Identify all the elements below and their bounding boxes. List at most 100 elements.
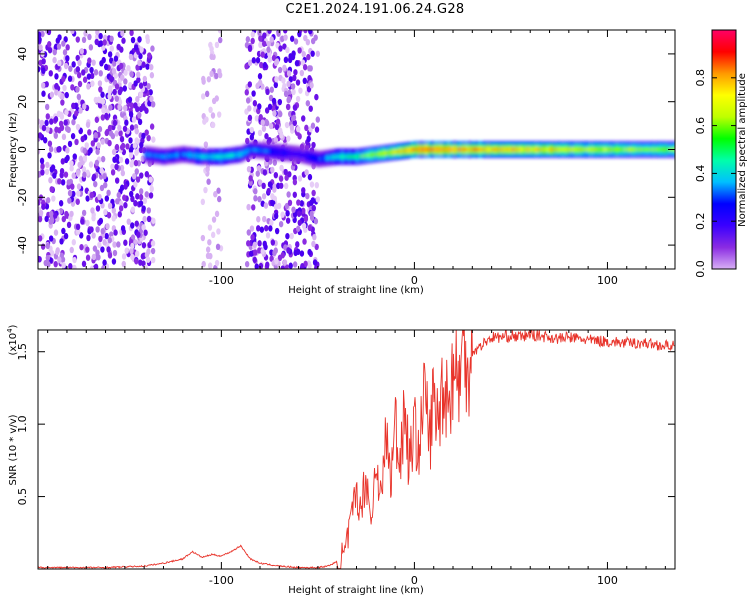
noise-blob	[119, 184, 125, 191]
signal-cell	[608, 148, 610, 151]
signal-cell	[311, 156, 313, 159]
noise-blob	[302, 238, 307, 245]
signal-cell	[343, 155, 346, 158]
noise-blob	[123, 202, 128, 209]
noise-blob	[279, 164, 284, 172]
noise-blob	[130, 222, 135, 229]
signal-cell	[597, 148, 600, 151]
noise-blob	[55, 37, 61, 44]
signal-cell	[586, 148, 588, 151]
signal-cell	[467, 148, 469, 151]
noise-blob	[206, 178, 211, 185]
signal-cell	[620, 148, 623, 151]
signal-cell	[375, 153, 378, 156]
signal-cell	[188, 153, 190, 157]
noise-blob	[107, 51, 113, 58]
heatmap-ytick-label: -40	[16, 236, 29, 254]
noise-blob	[66, 126, 71, 134]
noise-blob	[138, 200, 144, 207]
noise-blob	[40, 243, 46, 250]
noise-blob	[264, 118, 269, 126]
heatmap-ytick-label: 0	[16, 146, 29, 153]
noise-blob	[120, 169, 126, 177]
noise-blob	[59, 167, 65, 175]
noise-blob	[85, 121, 91, 128]
noise-blob	[94, 159, 100, 167]
heatmap-ytick-label: 20	[16, 95, 29, 109]
signal-cell	[164, 155, 166, 158]
noise-blob	[303, 260, 308, 268]
noise-blob	[151, 136, 156, 143]
noise-blob	[252, 100, 258, 107]
noise-blob	[71, 118, 76, 126]
signal-cell	[625, 148, 628, 151]
noise-blob	[44, 168, 50, 175]
signal-cell	[406, 149, 408, 152]
noise-blob	[134, 250, 140, 258]
noise-blob	[91, 59, 96, 66]
noise-blob	[119, 136, 125, 143]
signal-cell	[371, 153, 374, 156]
signal-cell	[185, 153, 187, 156]
signal-cell	[320, 157, 323, 160]
signal-cell	[573, 148, 575, 151]
noise-blob	[133, 159, 139, 167]
signal-cell	[180, 153, 183, 156]
noise-blob	[277, 66, 283, 74]
noise-blob	[133, 80, 138, 87]
signal-cell	[604, 148, 606, 151]
signal-cell	[438, 148, 440, 151]
signal-cell	[218, 155, 220, 158]
signal-cell	[602, 148, 604, 151]
noise-blob	[123, 69, 128, 76]
noise-blob	[146, 134, 151, 142]
noise-blob	[147, 52, 152, 59]
noise-blob	[79, 243, 84, 251]
signal-cell	[495, 148, 497, 151]
signal-cell	[165, 155, 167, 158]
signal-cell	[245, 150, 247, 154]
noise-blob	[258, 262, 264, 269]
signal-cell	[370, 153, 373, 157]
noise-blob	[252, 256, 257, 264]
signal-cell	[561, 148, 563, 151]
noise-blob	[103, 181, 108, 189]
snr-ylabel: SNR (10 * v/v)	[8, 414, 19, 485]
noise-blob	[98, 70, 103, 77]
noise-blob	[294, 60, 300, 67]
signal-cell	[452, 148, 454, 151]
noise-blob	[283, 30, 288, 34]
signal-cell	[222, 155, 224, 158]
noise-blob	[107, 237, 112, 244]
noise-blob	[141, 132, 146, 140]
noise-blob	[123, 239, 128, 246]
signal-cell	[501, 148, 503, 151]
noise-blob	[247, 105, 252, 112]
noise-blob	[283, 168, 288, 176]
signal-cell	[306, 154, 308, 158]
noise-blob	[273, 171, 279, 179]
noise-blob	[286, 80, 291, 88]
signal-cell	[199, 155, 201, 158]
noise-blob	[208, 252, 213, 260]
signal-cell	[235, 153, 238, 157]
signal-cell	[542, 148, 545, 151]
noise-blob	[81, 260, 87, 268]
signal-cell	[436, 148, 438, 151]
signal-cell	[325, 156, 327, 160]
noise-blob	[248, 179, 253, 186]
snr-axes: -100 0 100 0.5 1.0 1.5	[16, 330, 675, 587]
noise-blob	[128, 53, 134, 61]
signal-cell	[302, 154, 304, 157]
signal-cell	[562, 148, 564, 151]
noise-blob	[273, 59, 279, 67]
signal-cell	[381, 152, 383, 155]
noise-blob	[278, 220, 284, 228]
noise-blob	[133, 181, 138, 188]
signal-cell	[612, 148, 614, 151]
signal-cell	[591, 148, 594, 151]
noise-blob	[89, 191, 94, 199]
signal-cell	[288, 152, 291, 155]
noise-blob	[305, 192, 310, 200]
noise-blob	[45, 242, 50, 250]
